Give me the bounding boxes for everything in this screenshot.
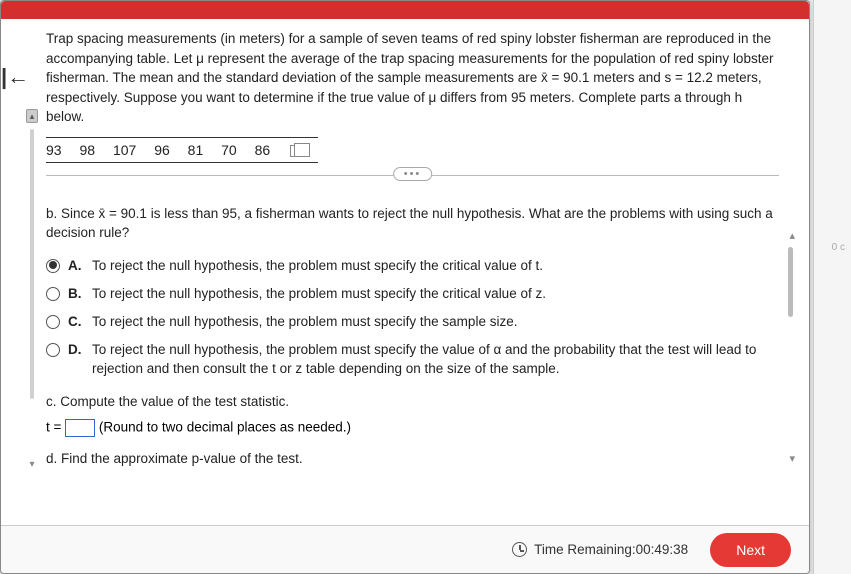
option-c[interactable]: C. To reject the null hypothesis, the pr… — [46, 313, 779, 332]
radio-b[interactable] — [46, 287, 60, 301]
problem-intro: Trap spacing measurements (in meters) fo… — [46, 29, 779, 127]
data-value: 86 — [255, 142, 271, 158]
option-b[interactable]: B. To reject the null hypothesis, the pr… — [46, 285, 779, 304]
option-letter: A. — [68, 257, 86, 276]
data-value: 93 — [46, 142, 62, 158]
option-letter: B. — [68, 285, 86, 304]
option-text: To reject the null hypothesis, the probl… — [92, 341, 779, 379]
separator: ••• — [46, 175, 779, 176]
expand-dots-button[interactable]: ••• — [393, 167, 433, 181]
data-value: 96 — [154, 142, 170, 158]
t-statistic-line: t = (Round to two decimal places as need… — [46, 419, 779, 437]
data-value: 81 — [188, 142, 204, 158]
back-arrow-icon[interactable]: |← — [1, 64, 29, 90]
radio-d[interactable] — [46, 343, 60, 357]
clock-icon — [512, 542, 527, 557]
option-text: To reject the null hypothesis, the probl… — [92, 313, 779, 332]
option-letter: D. — [68, 341, 86, 360]
radio-a[interactable] — [46, 259, 60, 273]
options-group: A. To reject the null hypothesis, the pr… — [46, 257, 779, 378]
content-area: |← ▴ ▾ Trap spacing measurements (in met… — [1, 19, 809, 525]
main-window: |← ▴ ▾ Trap spacing measurements (in met… — [0, 0, 810, 574]
t-suffix: (Round to two decimal places as needed.) — [95, 420, 351, 435]
option-text: To reject the null hypothesis, the probl… — [92, 285, 779, 304]
option-d[interactable]: D. To reject the null hypothesis, the pr… — [46, 341, 779, 379]
question-d-text: d. Find the approximate p-value of the t… — [46, 451, 779, 466]
copy-icon[interactable] — [290, 145, 304, 157]
option-text: To reject the null hypothesis, the probl… — [92, 257, 779, 276]
question-c-text: c. Compute the value of the test statist… — [46, 394, 779, 409]
data-value: 70 — [221, 142, 237, 158]
timer-value: 00:49:38 — [636, 542, 689, 557]
question-b-text: b. Since x̄ = 90.1 is less than 95, a fi… — [46, 204, 779, 243]
footer-bar: Time Remaining: 00:49:38 Next — [1, 525, 809, 573]
side-note: 0 c — [832, 242, 845, 253]
option-letter: C. — [68, 313, 86, 332]
data-value: 107 — [113, 142, 136, 158]
header-bar — [1, 1, 809, 19]
scroll-up-icon[interactable]: ▴ — [26, 109, 38, 123]
side-panel: 0 c — [813, 0, 851, 574]
option-a[interactable]: A. To reject the null hypothesis, the pr… — [46, 257, 779, 276]
t-prefix: t = — [46, 420, 65, 435]
right-scroll-thumb[interactable] — [788, 247, 793, 317]
next-button[interactable]: Next — [710, 533, 791, 567]
data-value: 98 — [79, 142, 95, 158]
scroll-down-icon[interactable]: ▾ — [25, 459, 39, 473]
t-value-input[interactable] — [65, 419, 95, 437]
right-scroll-up-icon[interactable]: ▴ — [789, 229, 795, 242]
radio-c[interactable] — [46, 315, 60, 329]
timer: Time Remaining: 00:49:38 — [512, 542, 688, 557]
left-scroll-track[interactable] — [30, 129, 34, 399]
right-scroll-down-icon[interactable]: ▾ — [789, 452, 795, 465]
timer-label: Time Remaining: — [534, 542, 636, 557]
data-values-row: 93 98 107 96 81 70 86 — [46, 137, 318, 163]
